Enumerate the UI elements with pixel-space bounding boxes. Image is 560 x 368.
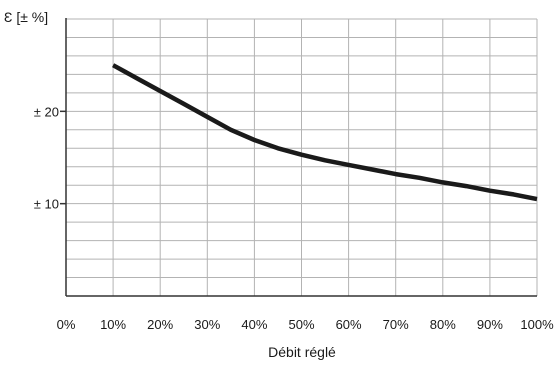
x-tick-label: 100% [520, 317, 554, 332]
x-tick-label: 90% [477, 317, 503, 332]
x-tick-label: 10% [100, 317, 126, 332]
x-axis-label: Débit réglé [268, 344, 336, 360]
y-tick-labels: ± 10 ± 20 [34, 104, 66, 212]
x-tick-label: 30% [194, 317, 220, 332]
x-tick-label: 80% [430, 317, 456, 332]
y-tick-label: ± 10 [34, 197, 59, 212]
x-tick-label: 70% [383, 317, 409, 332]
series-group [112, 63, 538, 202]
series-line-0 [112, 63, 538, 202]
vertical-gridlines [112, 19, 491, 296]
x-tick-label: 50% [288, 317, 314, 332]
x-tick-label: 0% [57, 317, 76, 332]
x-tick-labels: 0% 10% 20% 30% 40% 50% 60% 70% 80% 90% 100% [57, 317, 554, 332]
y-tick-label: ± 20 [34, 104, 59, 119]
y-axis-label: Ɛ [± %] [4, 9, 48, 25]
x-tick-label: 60% [336, 317, 362, 332]
x-tick-label: 20% [147, 317, 173, 332]
x-tick-label: 40% [241, 317, 267, 332]
